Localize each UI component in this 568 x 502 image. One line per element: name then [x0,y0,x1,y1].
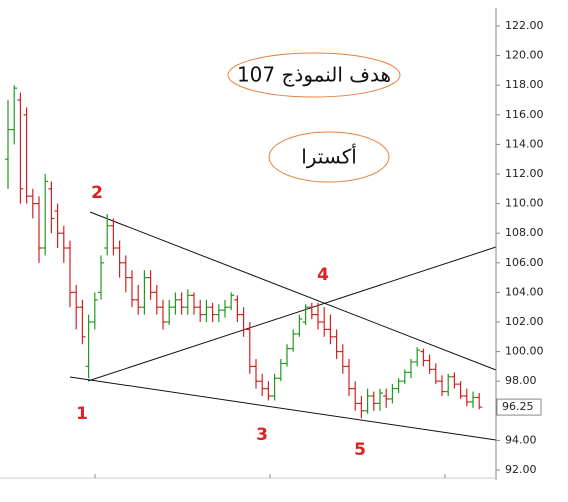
y-tick-label: 100.00 [505,345,544,358]
y-tick-label: 122.00 [505,19,544,32]
y-tick-label: 110.00 [505,197,544,210]
point-label: 3 [256,425,268,445]
point-label: 5 [354,440,366,460]
note-oval [268,131,390,183]
point-label: 1 [76,404,88,424]
point-label: 4 [317,265,329,285]
pattern-lines [69,211,497,441]
y-tick-label: 98.00 [505,374,537,387]
y-tick-label: 108.00 [505,226,544,239]
rising-line [87,246,497,382]
y-tick-label: 106.00 [505,256,544,269]
note-oval [227,52,401,98]
upper-trend-line [89,211,497,371]
last-price-label: 96.25 [502,400,534,413]
y-tick-label: 94.00 [505,433,537,446]
y-tick-label: 102.00 [505,315,544,328]
lower-trend-line [69,376,497,441]
point-label: 2 [91,183,103,203]
last-price-box [496,398,542,416]
y-tick-label: 104.00 [505,285,544,298]
y-tick-label: 120.00 [505,49,544,62]
y-tick-label: 118.00 [505,78,544,91]
y-tick-label: 112.00 [505,167,544,180]
y-tick-label: 92.00 [505,463,537,476]
note-text: أكسترا [301,144,357,169]
y-tick-label: 116.00 [505,108,544,121]
y-tick-label: 114.00 [505,137,544,150]
note-text: هدف النموذج 107 [237,63,391,87]
